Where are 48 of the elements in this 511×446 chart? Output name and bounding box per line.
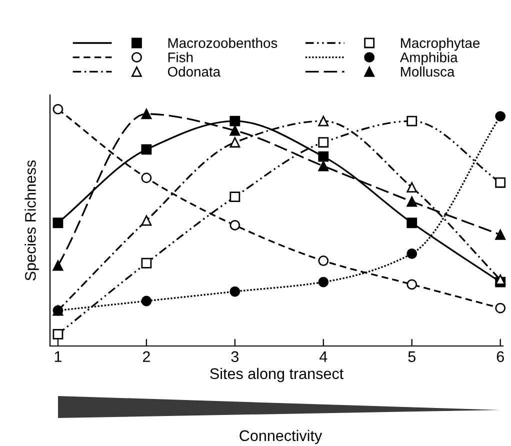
point [230,220,240,230]
point [318,137,329,148]
point [141,172,152,184]
point [52,260,64,271]
point [406,218,418,228]
x-tick-label: 5 [408,351,416,362]
point [318,151,329,162]
point [230,116,240,126]
point [141,258,152,268]
point [318,256,329,266]
point [230,137,240,148]
point [230,125,240,136]
x-tick-label: 1 [54,351,62,362]
point [52,104,64,114]
x-tick-label: 3 [231,351,238,362]
x-tick-label: 6 [496,351,504,362]
point [318,116,329,126]
point [141,108,152,120]
x-tick-label: 4 [319,351,328,362]
point [52,328,64,340]
x-axis-title: Sites along transect [210,368,344,382]
legend-label: Fish [168,52,193,62]
text: Connectivity [240,430,322,444]
point [52,218,64,228]
point [141,144,152,155]
legend-label: Odonata [168,66,221,77]
legend-label: Amphibia [400,52,458,66]
point [495,111,506,122]
legend-label: Macrozoobenthos [168,38,278,48]
point [141,296,152,306]
point [318,276,329,288]
point [406,279,418,290]
legend-label: Macrophytae [401,38,480,51]
point [495,302,506,314]
point [495,177,506,188]
point [406,196,418,207]
y-axis-title: Species Richness [24,160,39,281]
point [230,286,240,297]
point [495,274,506,285]
legend-label: Mollusca [401,66,455,77]
point [141,215,152,226]
point [318,160,329,172]
point [406,248,418,259]
point [406,182,418,193]
x-tick-label: 2 [142,351,150,362]
point [495,230,506,240]
point [406,116,418,126]
point [230,192,240,202]
